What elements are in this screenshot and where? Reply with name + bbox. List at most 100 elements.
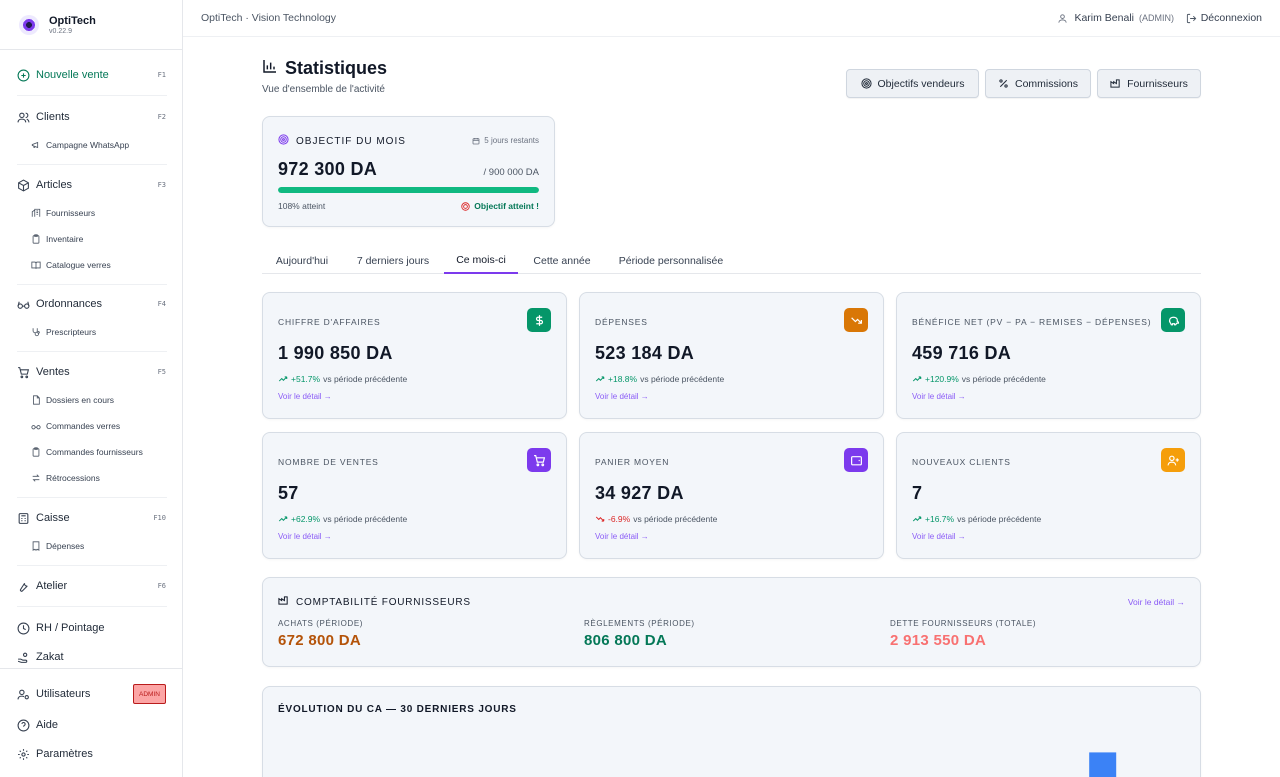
objective-percent: 108% atteint: [278, 201, 326, 211]
divider: [17, 497, 167, 498]
days-remaining-text: 5 jours restants: [484, 136, 539, 145]
stat-card-net-profit: BÉNÉFICE NET (PV − PA − REMISES − DÉPENS…: [896, 292, 1201, 419]
factory-icon: [278, 595, 289, 609]
nav-prescribers[interactable]: Prescripteurs: [0, 323, 182, 341]
suppliers-button[interactable]: Fournisseurs: [1097, 69, 1201, 98]
nav-zakat[interactable]: Zakat: [0, 646, 182, 668]
supplier-accounting-card: COMPTABILITÉ FOURNISSEURS Voir le détail…: [262, 577, 1201, 667]
commissions-button-label: Commissions: [1014, 77, 1078, 90]
nav-lens-orders[interactable]: Commandes verres: [0, 417, 182, 435]
nav-suppliers[interactable]: Fournisseurs: [0, 204, 182, 222]
trend-up-icon: [912, 374, 922, 384]
gear-icon: [17, 748, 30, 761]
trend-up-icon: [595, 374, 605, 384]
page-title: Statistiques: [262, 58, 387, 79]
page-title-text: Statistiques: [285, 58, 388, 78]
nav-zakat-label: Zakat: [36, 651, 64, 663]
nav-retrocessions[interactable]: Rétrocessions: [0, 469, 182, 487]
tab-today[interactable]: Aujourd'hui: [275, 255, 329, 267]
nav-sub-label: Campagne WhatsApp: [46, 140, 130, 150]
user-role: (ADMIN): [1139, 13, 1174, 23]
accounting-detail-link[interactable]: Voir le détail →: [1127, 597, 1185, 607]
stat-delta-percent: +120.9%: [925, 374, 959, 384]
nav-atelier-label: Atelier: [36, 580, 68, 592]
stat-detail-link[interactable]: Voir le détail →: [595, 532, 649, 541]
eye-logo-icon: [19, 14, 39, 35]
commissions-button[interactable]: Commissions: [985, 69, 1091, 98]
nav-ordonnances[interactable]: Ordonnances F4: [0, 293, 182, 315]
stethoscope-icon: [31, 327, 41, 337]
nav-new-sale[interactable]: Nouvelle vente F1: [0, 64, 182, 86]
debt-value: 2 913 550 DA: [890, 632, 987, 649]
percent-icon: [998, 78, 1009, 89]
brand[interactable]: OptiTech v0.22.9: [0, 0, 182, 50]
swap-icon: [31, 473, 41, 483]
monthly-objective-card: OBJECTIF DU MOIS 5 jours restants 972 30…: [262, 116, 555, 227]
stat-value: 57: [278, 483, 299, 503]
stat-delta: +16.7% vs période précédente: [912, 514, 1041, 524]
nav-caisse-label: Caisse: [36, 512, 70, 524]
glasses-icon: [31, 421, 41, 431]
app-title: OptiTech · Vision Technology: [201, 12, 337, 24]
tab-last-7-days[interactable]: 7 derniers jours: [356, 255, 430, 267]
stat-delta-percent: +51.7%: [291, 374, 321, 384]
nav-articles-label: Articles: [36, 179, 73, 191]
nav-inventory[interactable]: Inventaire: [0, 230, 182, 248]
nav-articles[interactable]: Articles F3: [0, 174, 182, 196]
file-icon: [31, 395, 41, 405]
divider: [17, 284, 167, 285]
stat-value: 34 927 DA: [595, 483, 684, 503]
stat-value: 459 716 DA: [912, 343, 1012, 363]
nav-clients[interactable]: Clients F2: [0, 106, 182, 128]
nav-caisse[interactable]: Caisse F10: [0, 507, 182, 529]
stat-delta-text: vs période précédente: [323, 514, 408, 524]
nav-users[interactable]: Utilisateurs ADMIN: [0, 683, 182, 705]
nav-sub-label: Prescripteurs: [46, 327, 97, 337]
nav-settings[interactable]: Paramètres: [0, 743, 182, 765]
stat-delta-percent: -6.9%: [608, 514, 631, 524]
stat-detail-link[interactable]: Voir le détail →: [912, 532, 966, 541]
current-user[interactable]: Karim Benali (ADMIN): [1057, 12, 1174, 24]
objectives-button[interactable]: Objectifs vendeurs: [846, 69, 979, 98]
chart-title: ÉVOLUTION DU CA — 30 DERNIERS JOURS: [278, 704, 517, 715]
brand-name: OptiTech: [49, 14, 96, 27]
nav-users-label: Utilisateurs: [36, 688, 91, 700]
stat-delta-percent: +16.7%: [925, 514, 955, 524]
nav-atelier[interactable]: Atelier F6: [0, 575, 182, 597]
nav-settings-label: Paramètres: [36, 748, 93, 760]
nav-help[interactable]: Aide: [0, 714, 182, 736]
logout-button[interactable]: Déconnexion: [1186, 12, 1262, 24]
stat-delta-text: vs période précédente: [957, 514, 1042, 524]
stat-delta: +18.8% vs période précédente: [595, 374, 724, 384]
nav-ventes[interactable]: Ventes F5: [0, 361, 182, 383]
nav-pending-files[interactable]: Dossiers en cours: [0, 391, 182, 409]
nav-whatsapp-campaign[interactable]: Campagne WhatsApp: [0, 136, 182, 154]
objective-target: / 900 000 DA: [483, 167, 539, 178]
cart-icon: [17, 366, 30, 379]
tab-custom-period[interactable]: Période personnalisée: [618, 255, 724, 267]
nav-ventes-label: Ventes: [36, 366, 70, 378]
shortcut-key: F5: [157, 368, 166, 376]
target-icon: [278, 134, 289, 148]
nav-clients-label: Clients: [36, 111, 70, 123]
nav-expenses[interactable]: Dépenses: [0, 537, 182, 555]
user-icon: [1057, 13, 1068, 24]
book-icon: [31, 260, 41, 270]
nav-supplier-orders[interactable]: Commandes fournisseurs: [0, 443, 182, 461]
nav-lens-catalog[interactable]: Catalogue verres: [0, 256, 182, 274]
suppliers-button-label: Fournisseurs: [1127, 77, 1188, 90]
stat-detail-link[interactable]: Voir le détail →: [912, 392, 966, 401]
payments-period: RÈGLEMENTS (PÉRIODE) 806 800 DA: [584, 619, 695, 649]
tab-this-month[interactable]: Ce mois-ci: [444, 248, 518, 274]
cash-register-icon: [17, 512, 30, 525]
stat-detail-link[interactable]: Voir le détail →: [595, 392, 649, 401]
nav-help-label: Aide: [36, 719, 59, 731]
stat-detail-link[interactable]: Voir le détail →: [278, 392, 332, 401]
tab-this-year[interactable]: Cette année: [533, 255, 591, 267]
stat-label: DÉPENSES: [595, 317, 648, 327]
hand-coins-icon: [17, 651, 30, 664]
stat-label: NOUVEAUX CLIENTS: [912, 457, 1011, 467]
nav-rh[interactable]: RH / Pointage: [0, 617, 182, 639]
stat-detail-link[interactable]: Voir le détail →: [278, 532, 332, 541]
cart-icon: [527, 448, 551, 472]
